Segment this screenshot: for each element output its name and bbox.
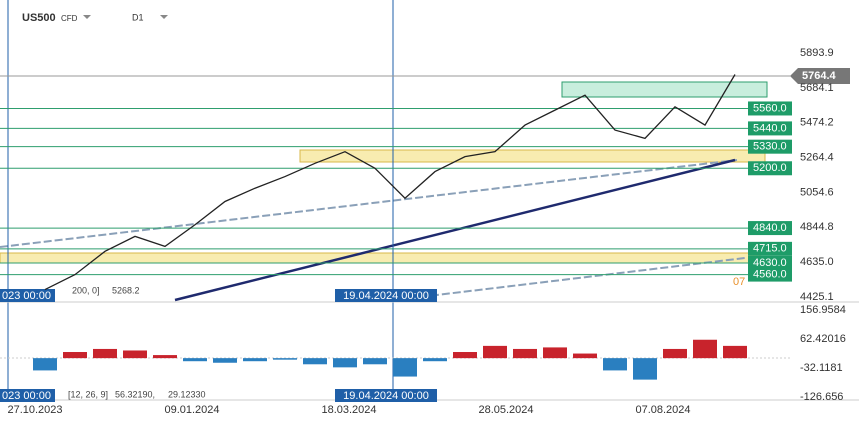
ma-value: 5268.2 <box>112 285 140 295</box>
macd-bar <box>333 358 357 368</box>
macd-info: [12, 26, 9] <box>68 389 108 399</box>
price-axis-label: 4635.0 <box>800 256 834 268</box>
macd-bar <box>453 352 477 359</box>
macd-bar <box>513 348 537 359</box>
macd-bar <box>243 358 267 362</box>
price-axis-label: 5893.9 <box>800 47 834 59</box>
price-line <box>44 74 736 291</box>
left-date: 023 00:00 <box>2 390 51 402</box>
dropdown[interactable] <box>160 15 168 19</box>
level-tag <box>748 267 792 282</box>
macd-bar <box>93 348 117 359</box>
macd-bar <box>543 347 567 359</box>
price-axis-label: 4425.1 <box>800 291 834 303</box>
macd-bar <box>273 358 297 360</box>
macd-bar <box>693 339 717 359</box>
macd-bar <box>723 345 747 359</box>
price-axis-label: 5264.4 <box>800 151 834 163</box>
support-zone <box>0 252 761 264</box>
current-price: 5764.4 <box>802 70 837 82</box>
date-label: 28.05.2024 <box>478 404 533 416</box>
date-tag <box>335 389 437 402</box>
crosshair-date: 19.04.2024 00:00 <box>343 390 429 402</box>
macd-bar <box>183 358 207 362</box>
level-fragment: 07 <box>733 276 745 288</box>
macd-bar <box>123 350 147 359</box>
macd-bar <box>303 358 327 365</box>
date-label: 07.08.2024 <box>635 404 690 416</box>
level-label: 4630.0 <box>753 257 787 269</box>
level-label: 4715.0 <box>753 243 787 255</box>
macd-bar <box>633 358 657 380</box>
level-tag <box>748 139 792 154</box>
crosshair-date: 19.04.2024 00:00 <box>343 290 429 302</box>
macd-bar <box>393 358 417 377</box>
trendline <box>0 159 738 248</box>
level-tag <box>748 161 792 176</box>
level-tag <box>748 101 792 116</box>
level-label: 5330.0 <box>753 141 787 153</box>
level-label: 5440.0 <box>753 122 787 134</box>
level-label: 4840.0 <box>753 222 787 234</box>
macd-axis-label: 156.9584 <box>800 304 846 316</box>
macd-value: 56.32190, <box>115 389 155 399</box>
level-label: 5560.0 <box>753 102 787 114</box>
date-tag <box>0 289 55 302</box>
date-label: 27.10.2023 <box>7 404 62 416</box>
macd-bar <box>573 353 597 359</box>
date-label: 18.03.2024 <box>321 404 376 416</box>
macd-axis-label: 62.42016 <box>800 333 846 345</box>
date-label: 09.01.2024 <box>164 404 219 416</box>
macd-axis-label: -32.1181 <box>800 362 843 374</box>
ma-info: 200, 0] <box>72 285 100 295</box>
level-tag <box>748 121 792 136</box>
macd-bar <box>603 358 627 371</box>
macd-bar <box>153 355 177 359</box>
resistance-zone <box>561 81 768 98</box>
level-tag <box>748 255 792 270</box>
macd-bar <box>33 358 57 371</box>
date-tag <box>335 289 437 302</box>
left-date: 023 00:00 <box>2 290 51 302</box>
macd-bar <box>363 358 387 365</box>
price-axis-label: 5474.2 <box>800 117 834 129</box>
moving-average <box>174 158 736 302</box>
timeframe[interactable]: D1 <box>132 12 144 22</box>
level-tag <box>748 241 792 256</box>
macd-bar <box>663 348 687 359</box>
macd-bar <box>423 358 447 362</box>
current-price-tag <box>790 68 850 84</box>
macd-bar <box>483 345 507 359</box>
level-label: 5200.0 <box>753 162 787 174</box>
price-axis-label: 4844.8 <box>800 221 834 233</box>
symbol[interactable]: US500 <box>22 12 56 24</box>
level-label: 4560.0 <box>753 268 787 280</box>
price-axis-label: 5684.1 <box>800 82 834 94</box>
price-axis-label: 5054.6 <box>800 186 834 198</box>
macd-bar <box>213 358 237 363</box>
level-tag <box>748 221 792 236</box>
macd-value: 29.12330 <box>168 389 206 399</box>
supply-zone <box>299 149 766 163</box>
dropdown[interactable] <box>83 15 91 19</box>
date-tag <box>0 389 55 402</box>
macd-axis-label: -126.656 <box>800 391 843 403</box>
instrument: CFD <box>61 14 78 23</box>
macd-bar <box>63 352 87 359</box>
